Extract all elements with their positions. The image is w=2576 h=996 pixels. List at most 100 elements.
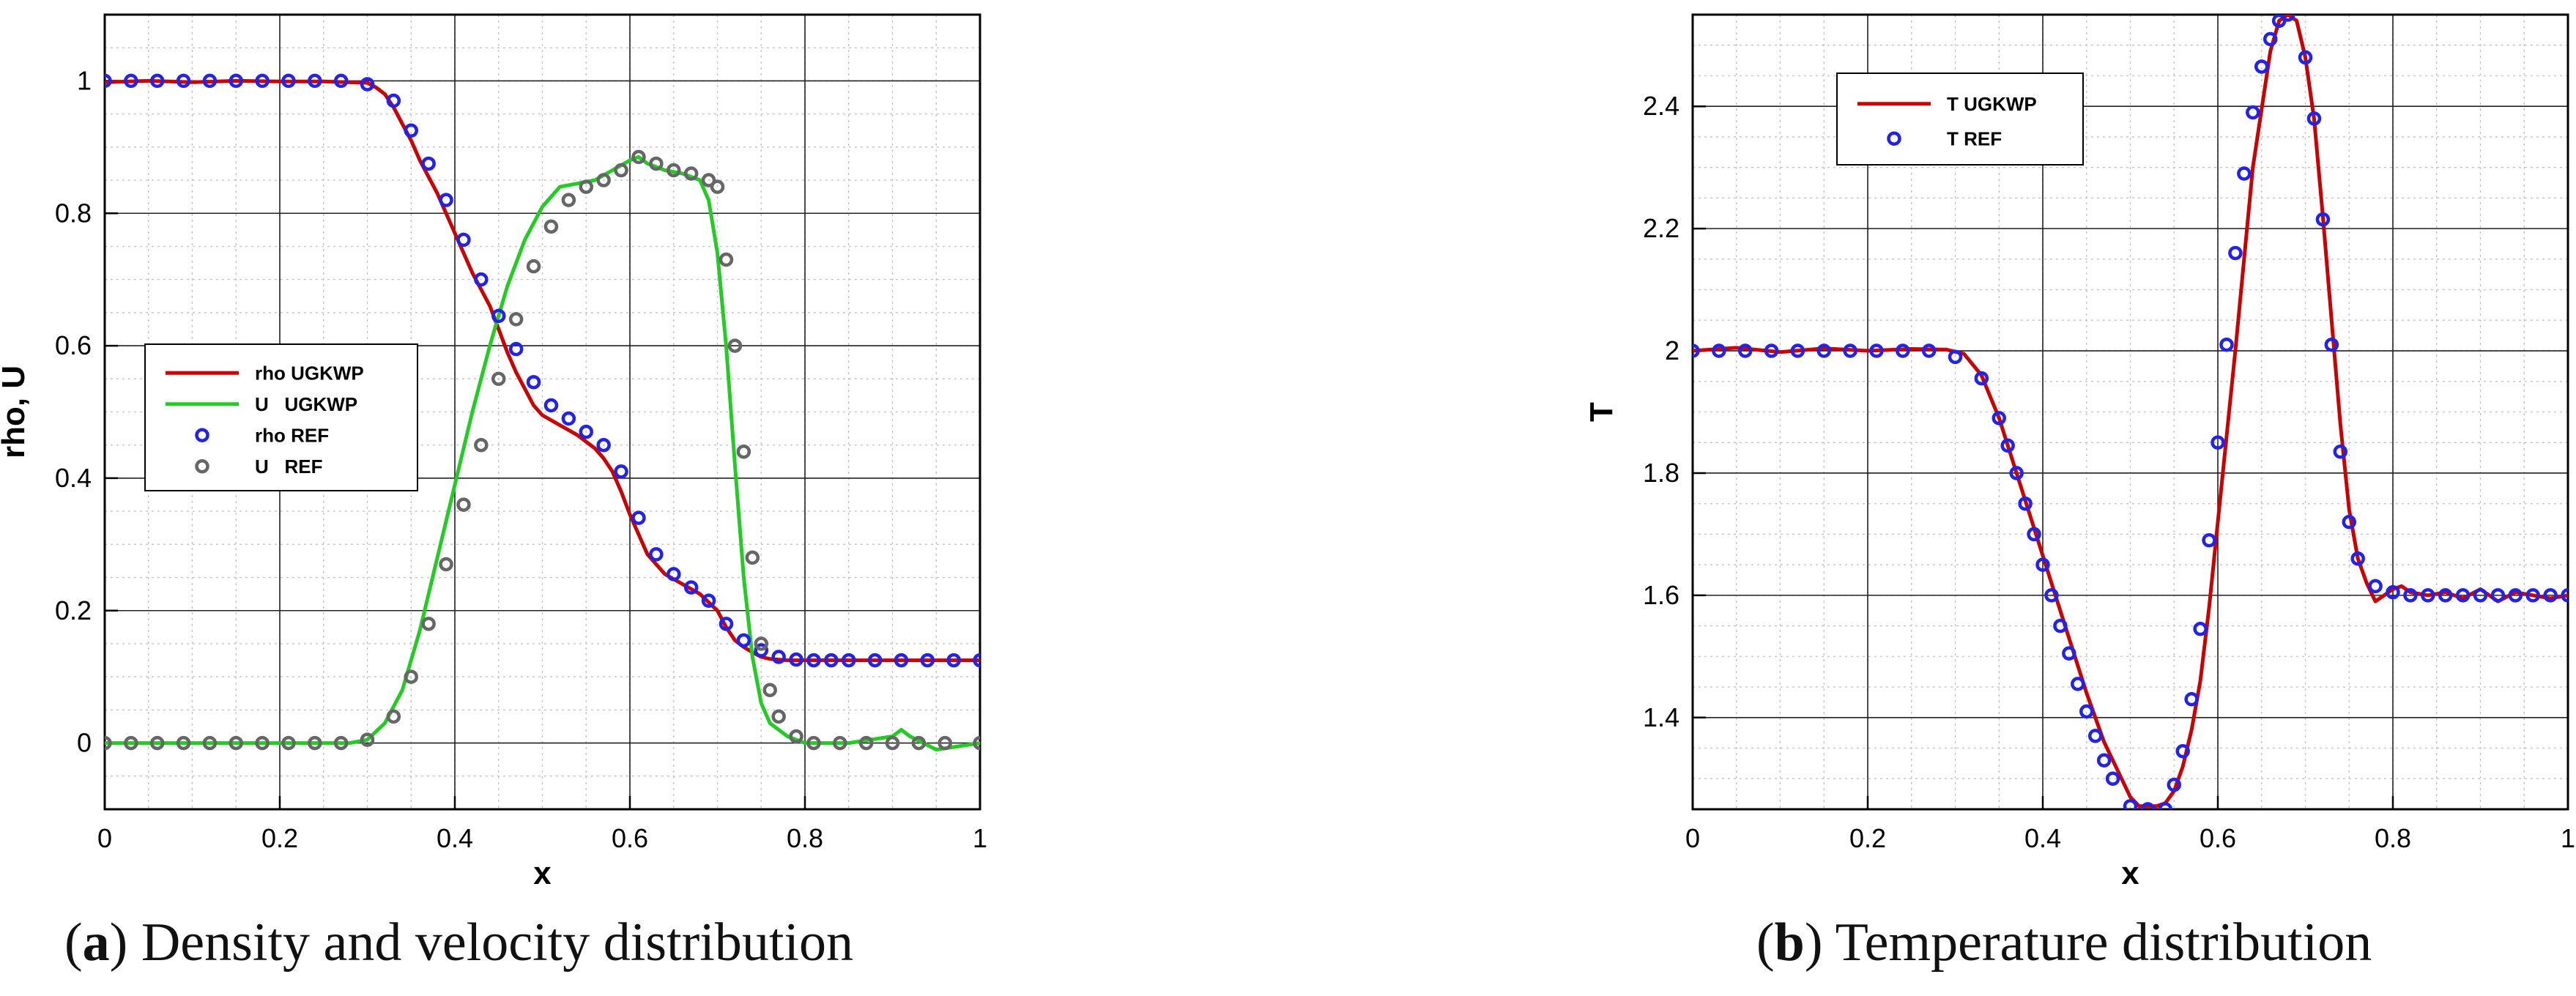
data-point-u-ref xyxy=(736,445,751,459)
caption-b-text: Temperature distribution xyxy=(1822,913,2372,973)
x-tick-label: 0.2 xyxy=(1849,823,1886,853)
data-point-u-ref xyxy=(360,732,375,747)
data-point-u-ref xyxy=(938,735,952,751)
data-point-t-ref xyxy=(2438,588,2453,603)
data-point-u-ref xyxy=(105,735,112,751)
chart-a: 0 0.2 0.4 0.6 0.8 1 0 0.2 0.4 0.6 0.8 1 x rho, U rho U… xyxy=(0,13,987,891)
data-point-rho-ref xyxy=(255,73,270,89)
data-point-rho-ref xyxy=(229,73,243,89)
y-tick-label: 0.2 xyxy=(55,595,92,625)
data-point-t-ref xyxy=(2315,212,2331,227)
data-point-u-ref xyxy=(526,259,541,274)
data-point-t-ref xyxy=(2123,799,2138,809)
data-point-u-ref xyxy=(404,669,418,684)
data-point-rho-ref xyxy=(421,156,436,171)
legend: T UGKWP T REF xyxy=(1836,73,2084,166)
data-point-u-ref xyxy=(727,338,743,353)
caption-b: (b) Temperature distribution xyxy=(1756,913,2372,973)
data-point-t-ref xyxy=(2158,802,2173,809)
x-axis-label: x xyxy=(2121,855,2139,891)
data-point-u-ref xyxy=(745,550,760,565)
y-tick-label: 1.4 xyxy=(1643,702,1679,732)
data-point-t-ref xyxy=(2490,588,2506,603)
data-point-u-ref xyxy=(762,683,777,697)
x-tick-label: 0.8 xyxy=(2375,823,2411,853)
data-point-t-ref xyxy=(2324,337,2339,352)
data-point-t-ref xyxy=(2027,527,2041,542)
data-point-t-ref xyxy=(2000,438,2015,453)
data-point-t-ref xyxy=(2280,15,2295,22)
data-point-t-ref xyxy=(1712,343,1726,358)
data-point-rho-ref xyxy=(176,73,191,89)
data-point-rho-ref xyxy=(806,653,821,668)
data-point-t-ref xyxy=(2246,105,2260,120)
data-point-t-ref xyxy=(1974,371,1989,386)
data-point-t-ref xyxy=(2175,743,2190,759)
data-point-t-ref xyxy=(2508,588,2523,603)
data-point-t-ref xyxy=(2096,753,2112,768)
data-point-t-ref xyxy=(2053,618,2068,633)
data-point-rho-ref xyxy=(281,73,296,89)
data-point-rho-ref xyxy=(404,123,418,138)
data-point-rho-ref xyxy=(667,567,681,581)
y-tick-label: 1.6 xyxy=(1643,580,1679,610)
legend-label-t-ref: T REF xyxy=(1947,127,2002,149)
data-point-t-ref xyxy=(2009,466,2024,480)
data-point-rho-ref xyxy=(508,341,524,357)
data-point-u-ref xyxy=(885,735,900,751)
data-point-t-ref xyxy=(2263,31,2278,47)
y-tick-label: 1.8 xyxy=(1643,458,1679,488)
caption-b-letter: b xyxy=(1774,913,1805,973)
data-point-t-ref xyxy=(2035,557,2050,572)
data-point-t-ref xyxy=(1921,343,1937,358)
y-axis-label: rho, U xyxy=(0,365,31,458)
data-point-t-ref xyxy=(1869,343,1884,358)
data-point-rho-ref xyxy=(360,77,375,92)
data-point-t-ref xyxy=(2044,588,2059,603)
data-point-rho-ref xyxy=(789,652,803,667)
data-point-u-ref xyxy=(683,166,699,181)
data-point-u-ref xyxy=(771,709,786,724)
y-tick-label: 2.4 xyxy=(1643,91,1679,121)
x-tick-label: 1 xyxy=(973,823,987,853)
data-point-t-ref xyxy=(2018,496,2033,511)
data-point-t-ref xyxy=(1992,411,2006,425)
data-point-rho-ref xyxy=(386,93,401,108)
data-point-t-ref xyxy=(2062,646,2076,661)
data-point-t-ref xyxy=(2350,551,2365,566)
legend-label-t-ugkwp: T UGKWP xyxy=(1947,93,2037,115)
data-point-u-ref xyxy=(474,437,489,453)
x-tick-label: 0.6 xyxy=(2200,823,2236,853)
data-point-rho-ref xyxy=(894,653,909,668)
data-point-u-ref xyxy=(710,179,725,194)
legend-label-u-ref: U REF xyxy=(255,456,322,477)
x-tick-label: 0 xyxy=(1685,823,1700,853)
x-tick-label: 1 xyxy=(2561,823,2575,853)
data-point-u-ref xyxy=(456,497,471,512)
data-point-rho-ref xyxy=(614,464,628,479)
data-point-t-ref xyxy=(2087,729,2103,743)
y-axis-label: T xyxy=(1584,402,1619,422)
caption-a-letter: a xyxy=(82,913,110,973)
data-point-u-ref xyxy=(754,636,768,651)
data-point-u-ref xyxy=(614,163,628,178)
data-point-t-ref xyxy=(2071,677,2085,691)
data-point-t-ref xyxy=(2368,579,2383,594)
data-point-u-ref xyxy=(561,193,576,207)
data-point-rho-ref xyxy=(561,411,576,426)
data-point-t-ref xyxy=(2455,588,2471,603)
data-point-t-ref xyxy=(1843,343,1857,358)
data-point-t-ref xyxy=(2184,692,2199,707)
legend-marker-t-ref xyxy=(1887,131,1901,146)
data-layer xyxy=(105,73,980,752)
x-axis-label: x xyxy=(533,855,552,891)
data-point-t-ref xyxy=(2167,777,2181,792)
data-point-rho-ref xyxy=(683,580,699,595)
data-point-u-ref xyxy=(229,735,243,751)
data-point-rho-ref xyxy=(771,650,786,664)
legend: rho UGKWP U UGKWP rho REF U REF xyxy=(144,343,418,491)
data-point-t-ref xyxy=(2473,588,2488,603)
data-point-u-ref xyxy=(579,179,593,194)
data-point-t-ref xyxy=(2254,59,2269,74)
